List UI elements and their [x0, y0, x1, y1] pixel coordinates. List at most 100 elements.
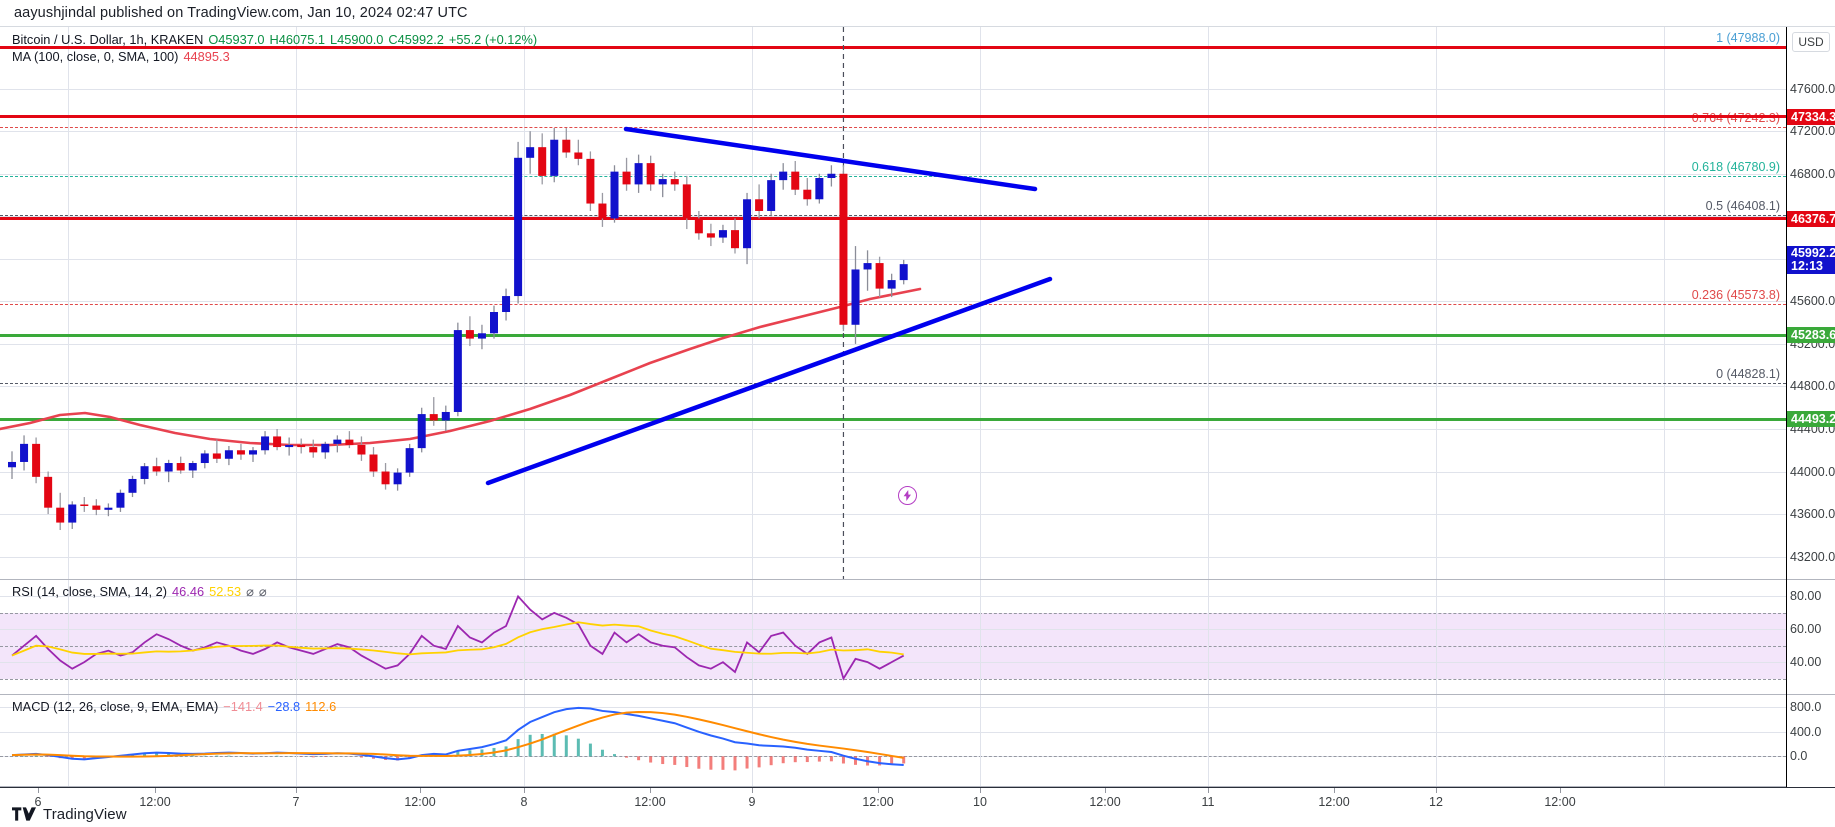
- candlestick: [731, 218, 739, 254]
- price-gridline: [0, 471, 1786, 473]
- candlestick: [815, 173, 824, 204]
- time-gridline: [1436, 27, 1437, 579]
- time-gridline: [524, 695, 525, 786]
- fib-0-label: 0 (44828.1): [1716, 367, 1780, 382]
- macd-axis-ticks: 800.0 400.0 0.0: [1787, 695, 1835, 787]
- badge-time: 12:13: [1791, 258, 1823, 273]
- rsi-axis-tick: 40.00: [1790, 655, 1822, 670]
- price-gridline: [0, 131, 1786, 133]
- macd-axis-tick: 800.0: [1790, 700, 1822, 715]
- candlestick: [598, 192, 607, 227]
- rsi-plot-svg: [11, 594, 905, 681]
- candlestick: [261, 431, 270, 455]
- fib-0-line: [0, 383, 1786, 385]
- macd-signal-line: [11, 710, 904, 759]
- rsi-axis-ticks: 80.00 60.00 40.00: [1787, 580, 1835, 695]
- candlestick: [128, 475, 137, 498]
- candlestick: [164, 459, 173, 483]
- price-axis-tick: 47200.0: [1790, 124, 1835, 139]
- time-axis-tick: 12:00: [404, 795, 436, 809]
- candlestick: [694, 210, 703, 240]
- time-axis-tick-mark: [524, 788, 525, 793]
- candlestick: [417, 407, 426, 453]
- time-axis-tick: 11: [1201, 795, 1215, 809]
- price-axis-tick: 47600.0: [1790, 81, 1835, 96]
- candlestick: [140, 463, 149, 485]
- candlestick: [803, 178, 812, 206]
- resistance-line-mid: [0, 115, 1786, 119]
- candlestick: [706, 223, 715, 247]
- time-gridline: [1436, 580, 1437, 694]
- time-gridline: [1208, 580, 1209, 694]
- badge-value: 47334.3: [1791, 109, 1835, 124]
- candlestick: [369, 447, 378, 477]
- price-axis-badge-support-45283[interactable]: 45283.6: [1787, 327, 1835, 344]
- candlestick: [863, 250, 872, 291]
- ascending-trendline: [485, 276, 1053, 486]
- time-gridline: [1664, 580, 1665, 694]
- ma-100-line: [0, 287, 922, 447]
- price-axis-tick: 44000.0: [1790, 464, 1835, 479]
- price-pane[interactable]: 1 (47988.0)0.764 (47242.3)0.618 (46780.9…: [0, 27, 1786, 580]
- candlestick: [236, 443, 245, 460]
- price-candles-svg: [0, 27, 1053, 579]
- time-axis-tick-mark: [1334, 788, 1335, 793]
- macd-pane[interactable]: MACD (12, 26, close, 9, EMA, EMA) −141.4−…: [0, 695, 1786, 787]
- time-axis-tick: 9: [748, 795, 756, 809]
- time-axis-tick: 12: [1429, 795, 1443, 809]
- candlestick: [8, 451, 16, 479]
- candlestick: [538, 133, 547, 185]
- price-axis-tick: 43200.0: [1790, 549, 1835, 564]
- time-axis-tick: 10: [973, 795, 987, 809]
- time-gridline: [980, 580, 981, 694]
- candlestick: [224, 446, 233, 466]
- candlestick: [827, 165, 836, 187]
- currency-chip[interactable]: USD: [1792, 32, 1830, 52]
- candlestick: [779, 163, 788, 190]
- candlestick: [80, 497, 89, 512]
- candlestick: [550, 128, 559, 183]
- price-axis-badge-last-price[interactable]: 45992.2 12:13: [1787, 245, 1835, 274]
- time-axis[interactable]: 6 12:00 7 12:00 8 12:00 9 12:00 10 12:00 11 12:00 12…: [0, 787, 1835, 817]
- price-gridline: [0, 343, 1786, 345]
- time-axis-tick: 12:00: [1089, 795, 1121, 809]
- resistance-line-top: [0, 45, 1786, 49]
- price-axis-badge-resistance-47334[interactable]: 47334.3: [1787, 108, 1835, 125]
- rsi-pane[interactable]: RSI (14, close, SMA, 14, 2) 46.46 52.53 ⌀ ⌀: [0, 580, 1786, 695]
- candlestick: [104, 503, 113, 517]
- macd-axis-tick: 400.0: [1790, 724, 1822, 739]
- rsi-sma-line: [11, 621, 904, 657]
- time-gridline: [752, 27, 753, 579]
- time-gridline: [68, 27, 69, 579]
- time-gridline: [296, 695, 297, 786]
- time-axis-tick: 12:00: [139, 795, 171, 809]
- flash-icon[interactable]: [898, 486, 917, 505]
- descending-trendline: [623, 126, 1038, 192]
- price-axis-tick: 44800.0: [1790, 379, 1835, 394]
- candlestick: [273, 428, 282, 451]
- price-axis-badge-resistance-46376[interactable]: 46376.7: [1787, 210, 1835, 227]
- rsi-level-30: [0, 678, 1786, 680]
- candlestick: [526, 131, 535, 174]
- candlestick: [309, 439, 318, 458]
- price-gridline: [0, 428, 1786, 430]
- candlestick: [176, 456, 185, 474]
- price-gridline: [0, 173, 1786, 175]
- fib-05-line: [0, 215, 1786, 217]
- attribution-text: aayushjindal published on TradingView.co…: [14, 5, 468, 21]
- macd-axis-tick: 0.0: [1790, 749, 1808, 764]
- candlestick: [718, 224, 727, 243]
- candlestick: [333, 435, 342, 453]
- candlestick: [743, 192, 752, 265]
- time-gridline: [296, 27, 297, 579]
- candlestick: [357, 436, 366, 461]
- rsi-level-50: [0, 645, 1786, 647]
- price-axis-badge-support-44493[interactable]: 44493.2: [1787, 411, 1835, 428]
- time-gridline: [524, 27, 525, 579]
- time-axis-tick: 7: [292, 795, 300, 809]
- price-axis[interactable]: USD 47600.047200.046800.046400.046000.04…: [1786, 27, 1835, 787]
- candlestick: [212, 439, 221, 464]
- candlestick: [381, 463, 390, 490]
- rsi-axis-tick: 80.00: [1790, 589, 1822, 604]
- price-axis-tick: 45600.0: [1790, 294, 1835, 309]
